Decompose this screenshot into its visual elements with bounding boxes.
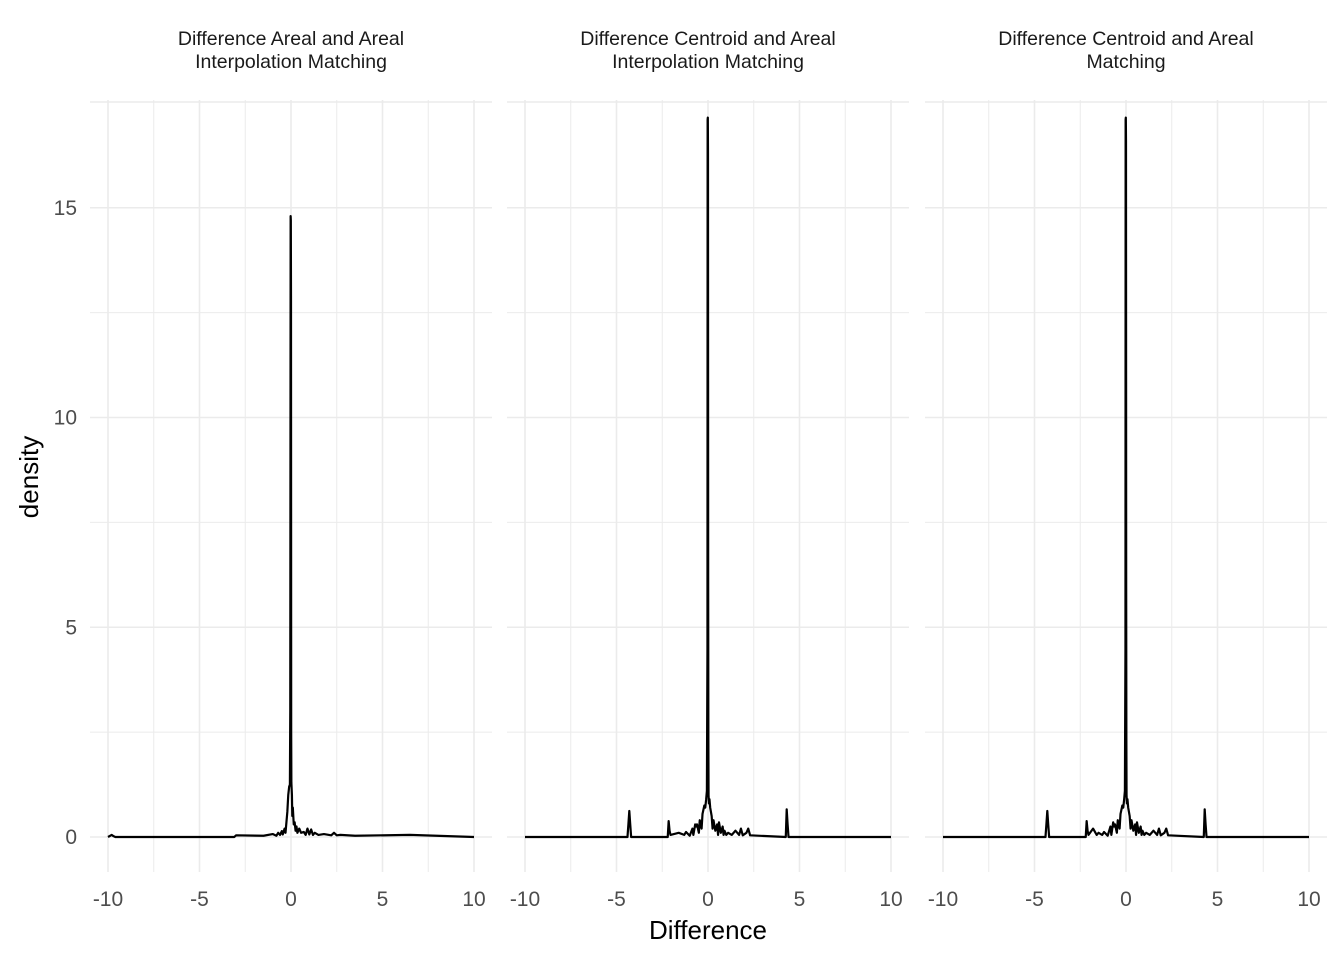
x-tick-label: 10: [1297, 888, 1320, 911]
x-tick-label: 5: [377, 888, 389, 911]
y-tick-label: 10: [54, 407, 77, 430]
y-axis: 0 5 10 15: [54, 197, 77, 849]
y-tick-label: 0: [65, 826, 77, 849]
facet-strip-title-line: Interpolation Matching: [612, 51, 804, 73]
x-tick-label: 5: [794, 888, 806, 911]
y-axis-title: density: [14, 436, 44, 518]
facet-strip-title-line: Difference Areal and Areal: [178, 28, 404, 50]
x-tick-label: -5: [1025, 888, 1044, 911]
x-tick-label: 0: [1120, 888, 1132, 911]
density-line: [525, 116, 891, 839]
density-line: [943, 116, 1309, 839]
facet-strip-title-line: Matching: [1086, 51, 1165, 73]
x-tick-label: -5: [190, 888, 209, 911]
facet-strip-title-line: Difference Centroid and Areal: [998, 28, 1253, 50]
facet-panel: Difference Areal and Areal Interpolation …: [90, 28, 492, 911]
facet-panel: Difference Centroid and Areal Interpolati…: [507, 28, 909, 911]
x-tick-label: 0: [702, 888, 714, 911]
facet-strip-title: Difference Centroid and Areal Interpolati…: [580, 28, 835, 73]
x-tick-label: -10: [510, 888, 540, 911]
y-tick-label: 15: [54, 197, 77, 220]
x-tick-label: -10: [928, 888, 958, 911]
facet-strip-title: Difference Centroid and Areal Matching: [998, 28, 1253, 73]
facet-panel: Difference Centroid and Areal Matching -10…: [925, 28, 1327, 911]
density-line: [107, 215, 475, 839]
facet-panels: Difference Areal and Areal Interpolation …: [90, 28, 1327, 911]
x-axis-title: Difference: [649, 915, 767, 945]
x-tick-label: -10: [93, 888, 123, 911]
x-tick-label: 0: [285, 888, 297, 911]
facet-strip-title-line: Interpolation Matching: [195, 51, 387, 73]
x-tick-label: -5: [607, 888, 626, 911]
y-tick-label: 5: [65, 616, 77, 639]
x-tick-label: 10: [462, 888, 485, 911]
facet-strip-title-line: Difference Centroid and Areal: [580, 28, 835, 50]
x-tick-label: 5: [1212, 888, 1224, 911]
facet-strip-title: Difference Areal and Areal Interpolation …: [178, 28, 404, 73]
x-tick-label: 10: [879, 888, 902, 911]
